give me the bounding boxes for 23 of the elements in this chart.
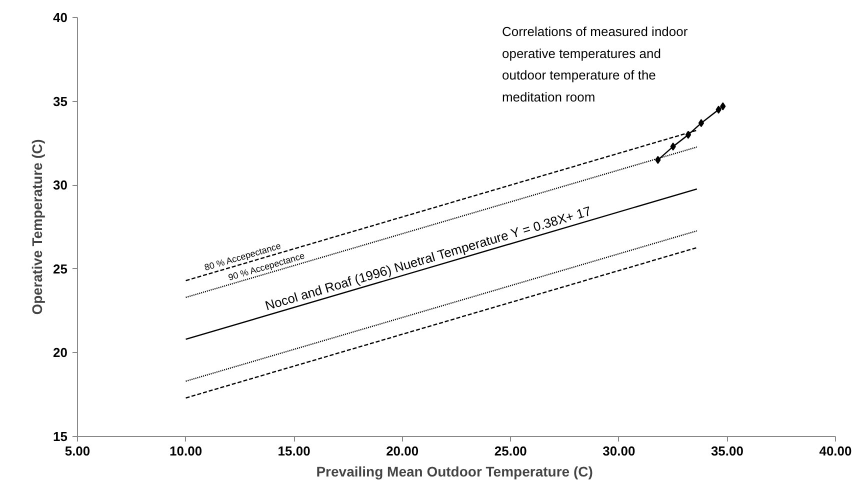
x-tick-label: 30.00 <box>602 444 636 458</box>
x-tick-label: 20.00 <box>386 444 419 458</box>
x-tick-label: 40.00 <box>819 444 852 458</box>
y-tick-label: 35 <box>53 94 68 109</box>
y-tick-label: 30 <box>53 178 68 193</box>
y-axis-title: Operative Temperature (C) <box>29 139 46 315</box>
y-tick-label: 20 <box>53 345 68 360</box>
point <box>655 156 661 164</box>
x-axis-title: Prevailing Mean Outdoor Temperature (C) <box>316 464 593 480</box>
y-tick-label: 40 <box>53 10 68 25</box>
point <box>716 106 722 114</box>
point <box>685 130 692 139</box>
point <box>698 119 704 128</box>
annotation: Correlations of measured indoor operative temperatures and outdoor temperature of the meditation room <box>502 24 688 104</box>
x-tick-label: 25.00 <box>494 444 527 458</box>
point <box>720 102 726 110</box>
y-tick-label: 15 <box>53 429 68 444</box>
y-tick-label: 25 <box>53 261 68 276</box>
x-tick-label: 15.00 <box>278 444 310 458</box>
x-tick-label: 35.00 <box>710 444 744 458</box>
x-tick-label: 10.00 <box>170 444 202 458</box>
point <box>670 142 676 151</box>
x-tick-label: 5.00 <box>64 444 90 458</box>
